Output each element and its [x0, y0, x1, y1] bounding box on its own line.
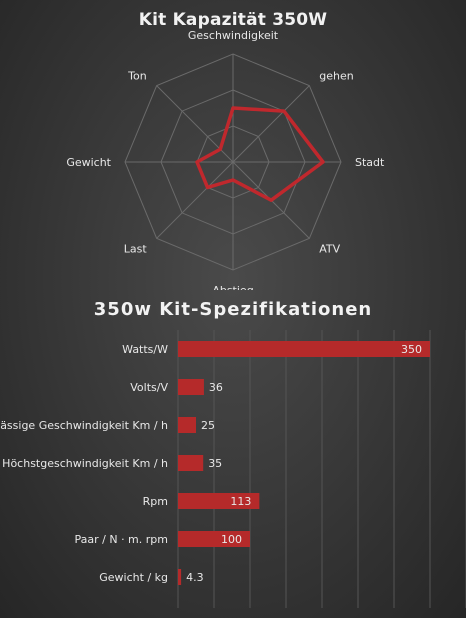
bar-data-label: 350	[401, 343, 422, 356]
radar-axis-label: Ton	[127, 70, 147, 83]
bar-plot: Watts/W 350 Volts/V 36 Zulässige Geschwindig…	[0, 330, 466, 608]
radar-chart: Kit Kapazität 350W Geschwindigkeit gehen S…	[0, 0, 466, 290]
bar-data-label: 25	[201, 419, 215, 432]
bar	[178, 379, 204, 395]
radar-axis-label: ATV	[319, 242, 340, 255]
radar-series-line	[195, 106, 325, 202]
radar-plot: Geschwindigkeit gehen Stadt ATV Abstieg Last G…	[66, 29, 385, 290]
radar-spoke	[232, 85, 310, 163]
bar-category-label: Gewicht / kg	[99, 571, 168, 584]
radar-axis-label: Geschwindigkeit	[188, 29, 279, 42]
radar-chart-title: Kit Kapazität 350W	[138, 10, 328, 30]
bar-data-label: 36	[209, 381, 223, 394]
bar	[178, 341, 430, 357]
radar-spoke	[156, 85, 234, 163]
bar	[178, 455, 204, 471]
bar	[178, 493, 260, 509]
bar-chart-title: 350w Kit-Spezifikationen	[93, 299, 373, 320]
radar-axis-label: gehen	[319, 70, 353, 83]
bar-category-label: Zulässige Geschwindigkeit Km / h	[0, 419, 168, 432]
bar	[178, 417, 196, 433]
radar-axis-label: Last	[124, 242, 148, 255]
bar-data-label: 35	[208, 457, 222, 470]
radar-axis-label: Gewicht	[66, 156, 111, 169]
bar-category-label: Volts/V	[130, 381, 168, 394]
bar-category-label: Paar / N · m. rpm	[75, 533, 169, 546]
bar-category-label: Höchstgeschwindigkeit Km / h	[2, 457, 168, 470]
radar-axis-label: Abstieg	[212, 284, 253, 290]
radar-spoke	[156, 161, 234, 239]
bar	[178, 531, 250, 547]
radar-axis-label: Stadt	[355, 156, 385, 169]
bar-data-label: 4.3	[186, 571, 204, 584]
bar	[178, 569, 182, 585]
bar-category-label: Watts/W	[122, 343, 168, 356]
bar-category-label: Rpm	[143, 495, 168, 508]
bar-data-label: 100	[221, 533, 242, 546]
bar-chart: 350w Kit-Spezifikationen Watts/W 350 Volts…	[0, 290, 466, 618]
bar-data-label: 113	[230, 495, 251, 508]
